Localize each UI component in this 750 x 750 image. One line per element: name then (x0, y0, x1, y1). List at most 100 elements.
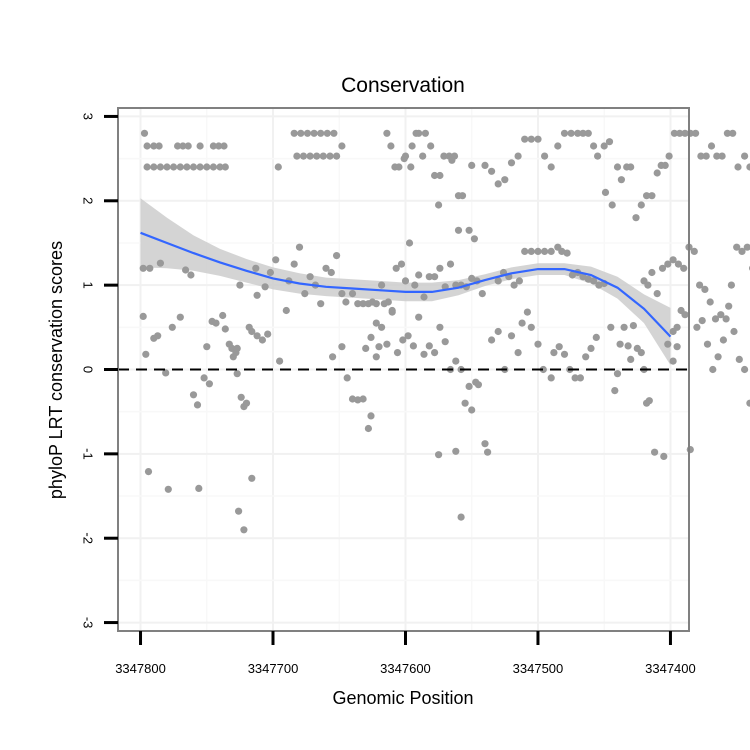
y-tick-label: -1 (81, 448, 96, 460)
data-point (378, 323, 386, 331)
data-point (436, 323, 444, 331)
data-point (266, 268, 274, 277)
data-point (435, 201, 443, 209)
data-point (384, 298, 392, 306)
data-point (253, 291, 261, 299)
data-point (420, 350, 428, 358)
data-point (651, 448, 659, 456)
data-point (608, 201, 616, 209)
data-point (627, 163, 635, 171)
data-point (229, 353, 237, 361)
data-point (203, 343, 211, 351)
data-point (317, 129, 325, 137)
data-point (183, 163, 191, 171)
data-point (669, 357, 677, 365)
data-point (560, 129, 569, 137)
data-point (168, 323, 176, 331)
data-point (582, 353, 590, 361)
data-point (375, 343, 383, 351)
data-point (518, 319, 526, 327)
data-point (645, 397, 653, 405)
data-point (155, 142, 163, 150)
data-point (354, 396, 362, 404)
data-point (673, 323, 681, 331)
data-point (644, 281, 652, 289)
data-point (452, 357, 460, 365)
data-point (461, 399, 469, 407)
data-point (440, 152, 448, 160)
y-tick-label: 3 (80, 113, 95, 120)
data-point (680, 264, 688, 272)
data-point (139, 264, 147, 272)
data-point (215, 142, 223, 150)
data-point (527, 323, 535, 331)
data-point (310, 129, 318, 137)
data-point (143, 142, 151, 150)
data-point (696, 281, 704, 289)
data-point (436, 264, 444, 272)
data-point (607, 323, 615, 331)
confidence-band (140, 198, 671, 366)
data-point (701, 285, 709, 293)
data-point (323, 129, 331, 137)
data-point (547, 247, 555, 255)
data-point (746, 163, 750, 171)
data-point (521, 135, 529, 143)
data-point (457, 513, 465, 521)
data-point (454, 226, 463, 234)
data-point (372, 353, 380, 361)
data-point (354, 300, 362, 308)
data-point (690, 247, 698, 255)
data-point (156, 163, 164, 171)
data-point (189, 391, 198, 399)
x-tick-label: 3347400 (645, 661, 696, 676)
data-point (507, 159, 516, 167)
data-point (338, 290, 346, 298)
data-point (142, 350, 150, 358)
data-point (617, 176, 626, 184)
data-point (743, 243, 750, 251)
data-point (372, 319, 380, 327)
data-point (184, 142, 192, 150)
data-point (348, 395, 357, 403)
data-point (741, 152, 749, 160)
data-point (295, 243, 304, 251)
chart-title: Conservation (341, 74, 465, 97)
data-point (176, 163, 184, 171)
data-point (297, 129, 305, 137)
data-point (220, 142, 228, 150)
data-point (714, 353, 722, 361)
data-point (446, 260, 455, 268)
data-point (421, 129, 429, 137)
data-point (468, 406, 476, 414)
data-point (407, 163, 415, 171)
data-point (550, 349, 558, 357)
data-point (723, 129, 732, 137)
data-point (150, 142, 158, 150)
data-point (338, 343, 346, 351)
data-point (611, 387, 619, 395)
data-point (722, 315, 730, 323)
data-point (435, 451, 443, 459)
data-point (465, 382, 473, 390)
data-point (474, 381, 482, 389)
data-point (252, 264, 260, 272)
x-tick-label: 3347800 (115, 661, 166, 676)
data-point (643, 192, 651, 200)
x-axis-label: Genomic Position (332, 688, 473, 708)
data-point (253, 332, 261, 340)
data-point (703, 340, 712, 348)
data-point (534, 247, 542, 255)
data-point (637, 349, 645, 357)
data-point (632, 214, 640, 222)
data-point (692, 129, 700, 137)
data-point (587, 344, 595, 352)
data-point (242, 399, 251, 407)
data-point (620, 323, 628, 331)
data-point (162, 369, 170, 377)
data-point (707, 142, 716, 150)
data-point (664, 340, 672, 348)
data-point (738, 247, 746, 255)
data-point (727, 281, 736, 289)
data-point (235, 507, 243, 515)
